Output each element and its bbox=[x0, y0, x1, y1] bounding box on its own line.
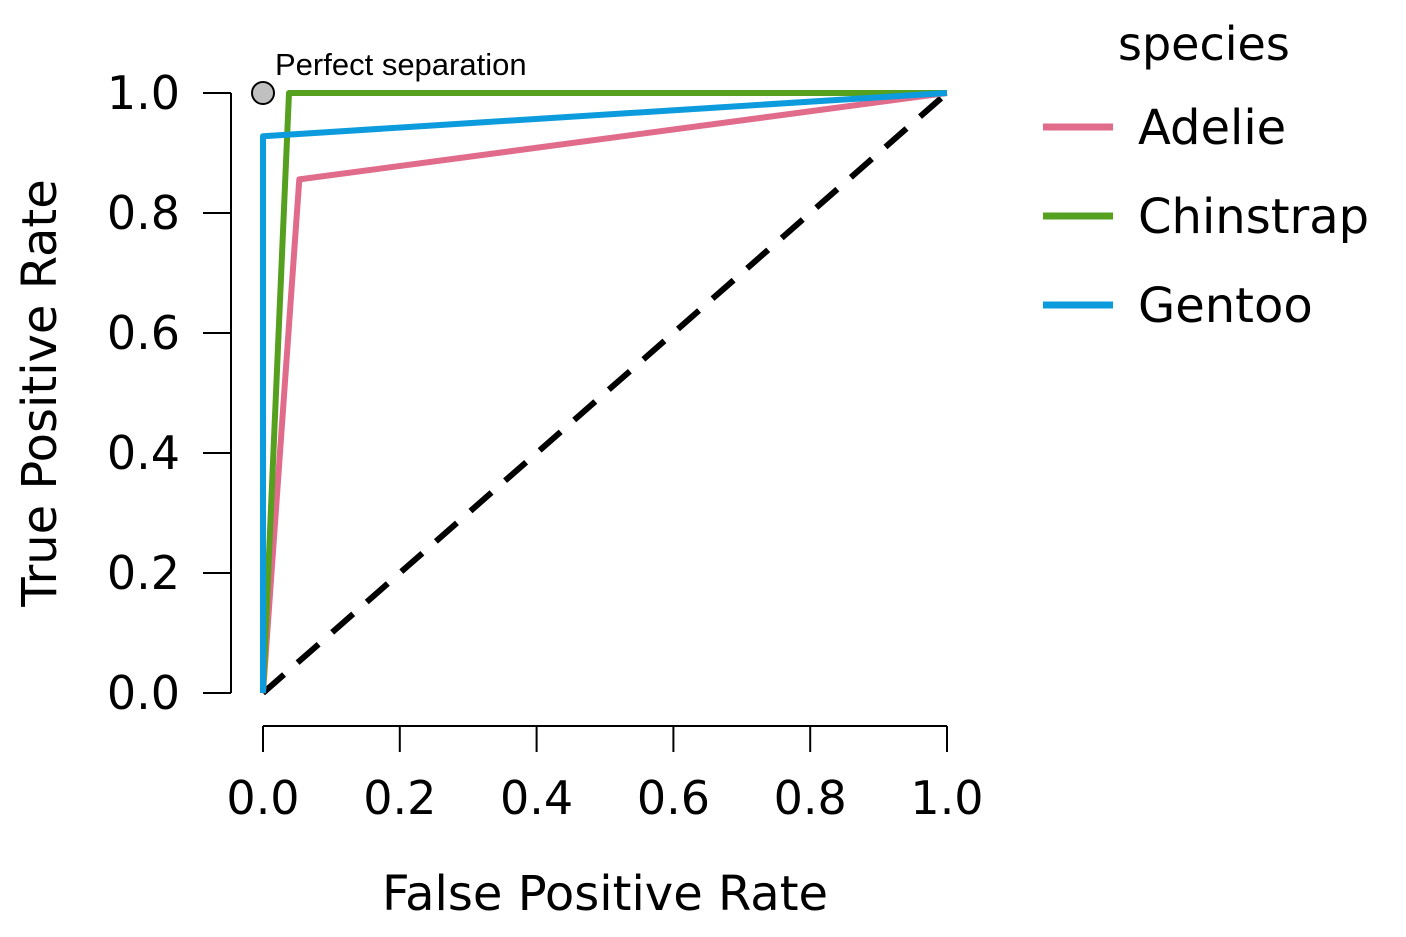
y-tick-label: 0.2 bbox=[107, 546, 180, 600]
legend-label-gentoo: Gentoo bbox=[1138, 278, 1313, 334]
y-tick-label: 0.8 bbox=[107, 186, 180, 240]
legend-title: species bbox=[1118, 17, 1290, 71]
x-tick-label: 0.2 bbox=[363, 771, 436, 825]
y-tick-label: 0.0 bbox=[107, 666, 180, 720]
legend: species Adelie Chinstrap Gentoo bbox=[1043, 17, 1369, 334]
x-tick-label: 0.4 bbox=[500, 771, 573, 825]
series-line-chinstrap bbox=[260, 90, 947, 694]
x-axis-title: False Positive Rate bbox=[382, 866, 828, 922]
x-tick-label: 1.0 bbox=[910, 771, 983, 825]
y-axis-title: True Positive Rate bbox=[12, 179, 68, 608]
series-line-gentoo bbox=[260, 90, 948, 693]
y-tick-label: 0.4 bbox=[107, 426, 180, 480]
perfect-separation-label: Perfect separation bbox=[275, 47, 527, 82]
axes: 0.0 0.2 0.4 0.6 0.8 1.0 0.0 0.2 0.4 0.6 0.8 1.0 bbox=[107, 66, 984, 825]
x-tick-label: 0.8 bbox=[774, 771, 847, 825]
perfect-separation-marker bbox=[251, 81, 275, 105]
y-tick-label: 1.0 bbox=[107, 66, 180, 120]
legend-label-adelie: Adelie bbox=[1138, 100, 1286, 156]
x-tick-label: 0.0 bbox=[226, 771, 299, 825]
random-classifier-reference-line bbox=[261, 90, 949, 696]
y-tick-label: 0.6 bbox=[107, 306, 180, 360]
series-line-adelie bbox=[260, 90, 948, 694]
series-layer bbox=[260, 90, 948, 694]
x-tick-label: 0.6 bbox=[637, 771, 710, 825]
legend-label-chinstrap: Chinstrap bbox=[1138, 189, 1369, 245]
